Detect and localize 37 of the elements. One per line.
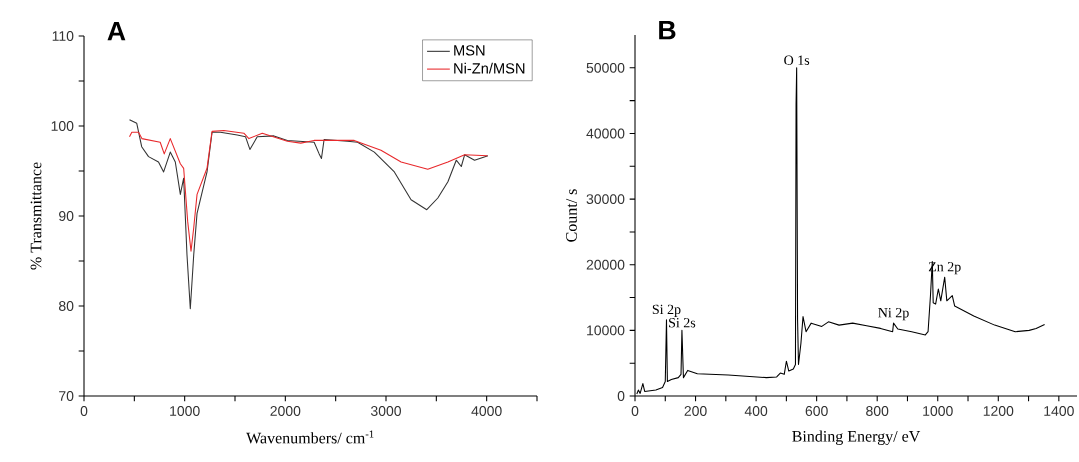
x-tick-label: 1200 — [983, 406, 1014, 416]
y-tick-label: 100 — [51, 121, 74, 131]
y-tick-label: 10000 — [587, 325, 625, 336]
y-axis-title: % Transmittance — [30, 162, 42, 270]
legend-label: Ni-Zn/MSN — [454, 62, 525, 74]
y-tick-label: 30000 — [586, 194, 625, 205]
x-tick-label: 1000 — [170, 406, 200, 416]
y-axis-title: Count/ s — [566, 189, 577, 242]
x-tick-label: 800 — [866, 406, 889, 416]
y-tick-label: 70 — [59, 391, 74, 401]
y-tick-label: 90 — [59, 211, 74, 221]
x-tick-label: 0 — [80, 406, 88, 416]
y-tick-label: 0 — [617, 391, 625, 401]
y-tick-label: 50000 — [586, 62, 625, 73]
x-tick-label: 0 — [631, 406, 639, 416]
chart-title: A — [107, 21, 126, 41]
line-series — [128, 119, 489, 310]
y-tick-label: 80 — [58, 301, 74, 311]
x-axis-title: Wavenumbers/ cm$^{-1}$ — [246, 430, 374, 444]
x-tick-label: 2000 — [270, 406, 301, 416]
x-tick-label: 3000 — [370, 406, 402, 416]
legend-label: MSN — [454, 45, 485, 56]
annotation: O 1s — [784, 55, 810, 65]
x-tick-label: 200 — [684, 406, 707, 416]
y-tick-label: 20000 — [586, 259, 625, 270]
x-tick-label: 400 — [744, 406, 768, 416]
x-tick-label: 1000 — [923, 406, 953, 416]
y-tick-label: 40000 — [586, 128, 625, 139]
chart-title: B — [659, 20, 676, 40]
x-tick-label: 600 — [805, 406, 828, 416]
x-tick-label: 1400 — [1044, 406, 1074, 416]
y-tick-label: 110 — [52, 31, 74, 41]
x-axis-title: Binding Energy/ eV — [792, 430, 921, 445]
annotation: Si 2p — [652, 304, 681, 317]
x-tick-label: 4000 — [471, 406, 502, 416]
annotation: Ni 2p — [878, 307, 909, 321]
annotation: Si 2s — [669, 318, 696, 328]
